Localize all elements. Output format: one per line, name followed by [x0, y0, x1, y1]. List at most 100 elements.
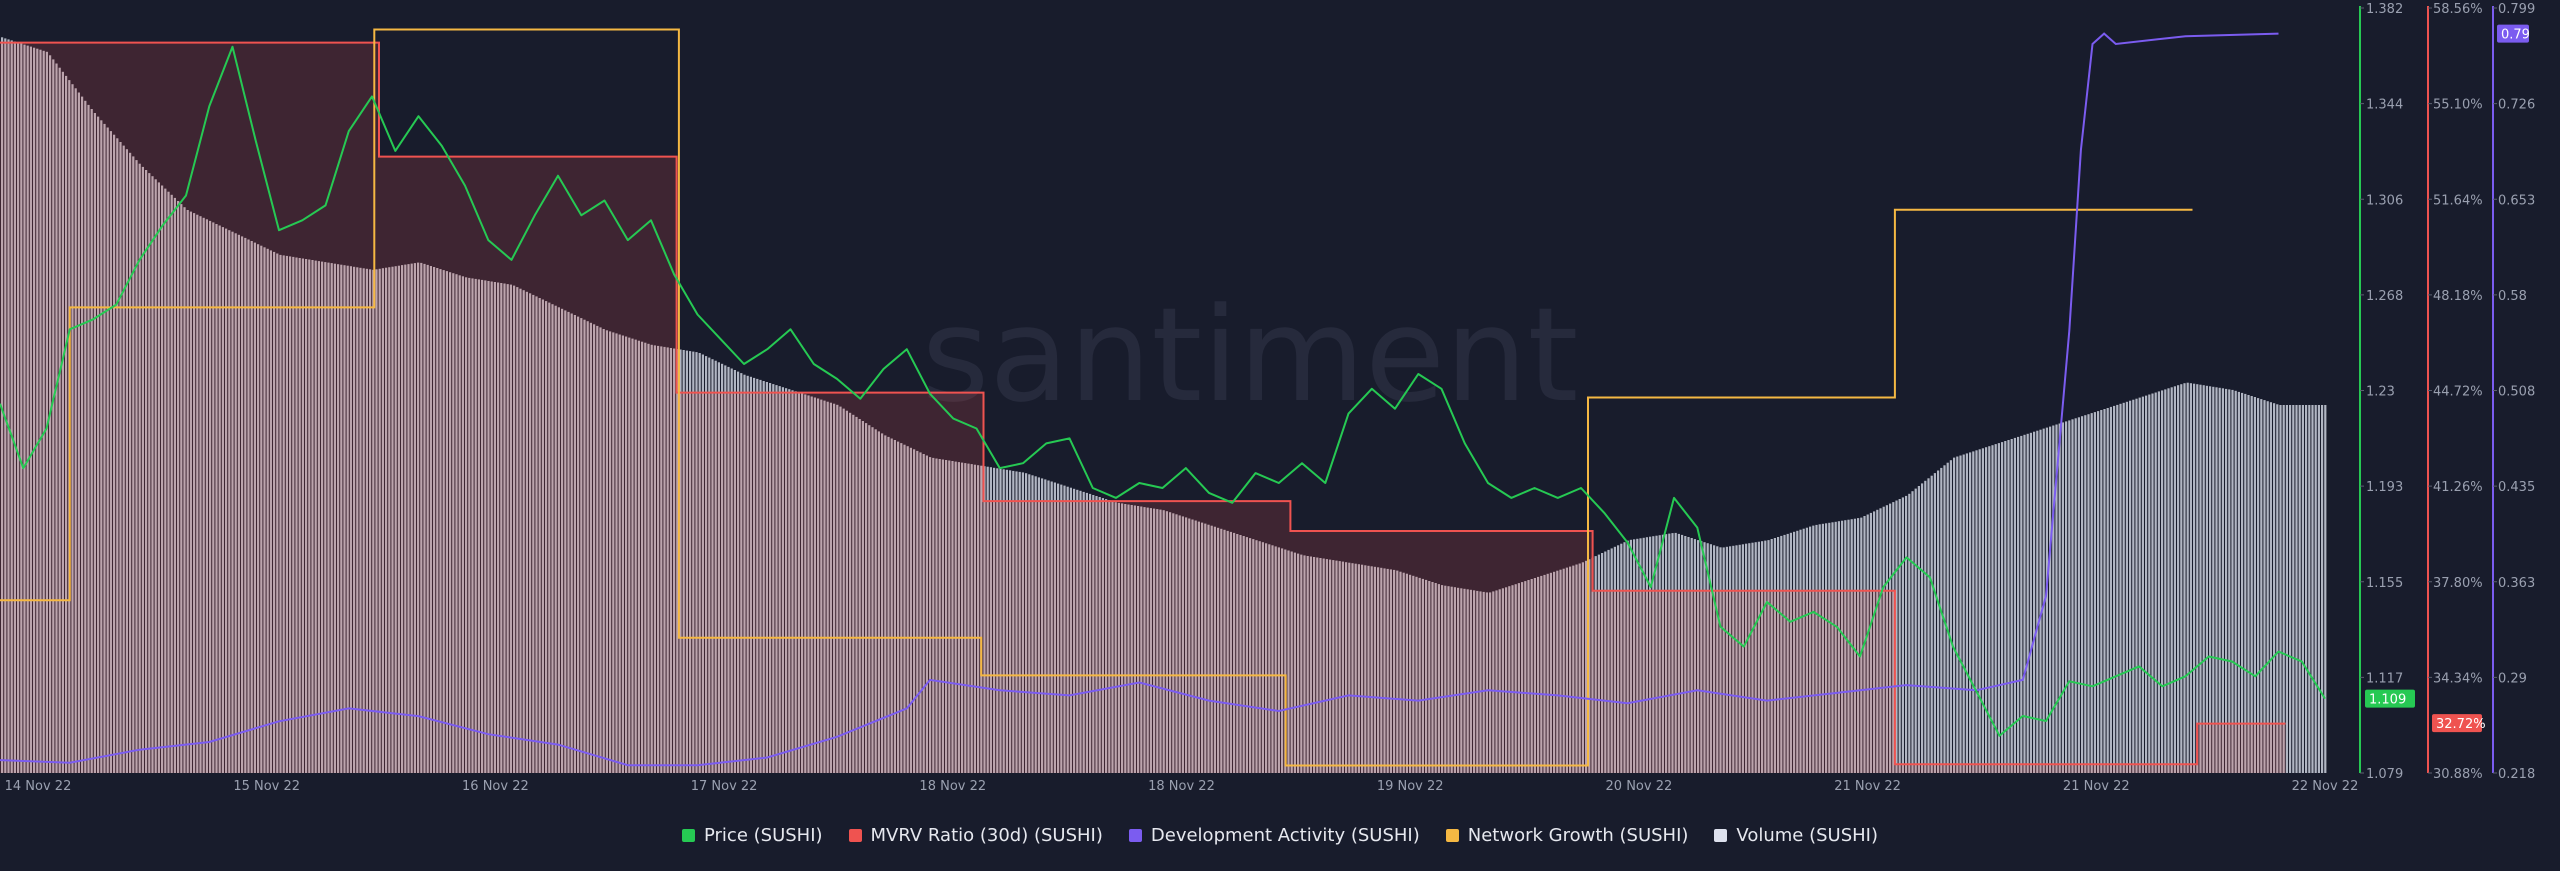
volume-bar	[1319, 558, 1322, 773]
volume-bar	[1898, 499, 1901, 773]
volume-bar	[1601, 553, 1604, 773]
volume-bar	[580, 318, 583, 773]
volume-bar	[324, 262, 327, 773]
volume-bar	[989, 467, 992, 773]
volume-bar	[545, 301, 548, 773]
volume-bar	[263, 247, 266, 774]
volume-bar	[2001, 442, 2004, 773]
volume-bar	[1316, 557, 1319, 773]
volume-bar	[653, 345, 656, 773]
volume-bar	[785, 388, 788, 773]
volume-bar	[570, 313, 573, 773]
volume-bar	[1364, 565, 1367, 773]
volume-bar	[564, 310, 567, 773]
volume-bar	[506, 284, 509, 773]
price-tick-label: 1.079	[2366, 767, 2403, 782]
volume-bar	[986, 466, 989, 773]
volume-bar	[1572, 565, 1575, 773]
volume-bar	[2199, 384, 2202, 773]
dev-current-value: 0.79	[2501, 28, 2530, 43]
price-tick-label: 1.117	[2366, 671, 2403, 686]
volume-bar	[778, 386, 781, 773]
volume-bar	[1373, 566, 1376, 773]
volume-bar	[1636, 538, 1639, 773]
volume-bar	[1946, 462, 1949, 773]
axes-group: 1.382 1.344 1.306 1.268 1.23 1.193 1.155 1.117 1…	[5, 2, 2536, 794]
volume-bar	[2177, 385, 2180, 773]
volume-bar	[861, 421, 864, 773]
volume-bar	[465, 277, 468, 773]
volume-bar	[349, 266, 352, 773]
volume-bar	[1578, 563, 1581, 773]
legend-item[interactable]: Development Activity (SUSHI)	[1128, 825, 1420, 846]
volume-bar	[148, 173, 151, 774]
volume-bar	[359, 267, 362, 773]
volume-bar	[1914, 488, 1917, 773]
volume-bar	[871, 427, 874, 773]
volume-bar	[759, 379, 762, 773]
volume-bar	[378, 268, 381, 773]
volume-bar	[1153, 508, 1156, 773]
volume-bar	[1953, 457, 1956, 773]
price-current-badge	[2365, 689, 2415, 708]
volume-bar	[119, 142, 122, 773]
volume-bar	[1655, 535, 1658, 773]
volume-bar	[1994, 444, 1997, 773]
volume-bar	[1738, 544, 1741, 773]
volume-bar	[1732, 545, 1735, 773]
volume-bar	[503, 283, 506, 773]
x-tick-label: 15 Nov 22	[233, 779, 300, 794]
volume-bar	[1530, 579, 1533, 773]
network-growth-line	[0, 28, 2193, 767]
volume-bar	[391, 266, 394, 773]
volume-bar	[1185, 517, 1188, 773]
volume-bar	[1197, 521, 1200, 773]
legend-item[interactable]: Price (SUSHI)	[681, 825, 823, 846]
volume-bar	[23, 44, 26, 774]
volume-bar	[2058, 423, 2061, 773]
volume-bar	[535, 296, 538, 773]
legend-item[interactable]: Network Growth (SUSHI)	[1445, 825, 1688, 846]
volume-bar	[167, 191, 170, 773]
volume-bar	[1652, 536, 1655, 773]
volume-bar	[1117, 502, 1120, 773]
legend-item[interactable]: Volume (SUSHI)	[1714, 825, 1878, 846]
volume-bar	[525, 291, 528, 773]
volume-bar	[2122, 402, 2125, 773]
volume-bar	[1623, 542, 1626, 773]
legend-item[interactable]: MVRV Ratio (30d) (SUSHI)	[848, 825, 1103, 846]
volume-bar	[2013, 437, 2016, 773]
volume-bar	[490, 281, 493, 773]
volume-bar	[100, 120, 103, 774]
volume-bar	[1661, 534, 1664, 773]
volume-bar	[714, 360, 717, 773]
volume-bar	[1533, 578, 1536, 773]
volume-bar	[983, 466, 986, 773]
volume-bar	[769, 383, 772, 773]
volume-bar	[4, 38, 7, 773]
x-tick-label: 18 Nov 22	[919, 779, 986, 794]
legend-swatch	[1445, 828, 1459, 842]
volume-bar	[865, 423, 868, 773]
volume-bar	[557, 307, 560, 773]
volume-bar	[1428, 581, 1431, 773]
volume-bar	[1341, 561, 1344, 773]
price-tick-label: 1.306	[2366, 193, 2403, 208]
price-tick-label: 1.155	[2366, 576, 2403, 591]
volume-bar	[1924, 480, 1927, 773]
volume-bar	[1620, 543, 1623, 773]
volume-bar	[1546, 573, 1549, 773]
volume-bar	[967, 463, 970, 773]
dev-tick-label: 0.363	[2498, 576, 2535, 591]
volume-bar	[2308, 405, 2311, 773]
volume-bar	[401, 265, 404, 773]
volume-bar	[548, 302, 551, 773]
volume-bar	[372, 269, 375, 773]
volume-bar	[1626, 540, 1629, 773]
volume-bar	[1181, 516, 1184, 773]
volume-bar	[2093, 412, 2096, 773]
volume-bar	[199, 216, 202, 773]
volume-bar	[1937, 470, 1940, 773]
volume-bar	[615, 333, 618, 773]
